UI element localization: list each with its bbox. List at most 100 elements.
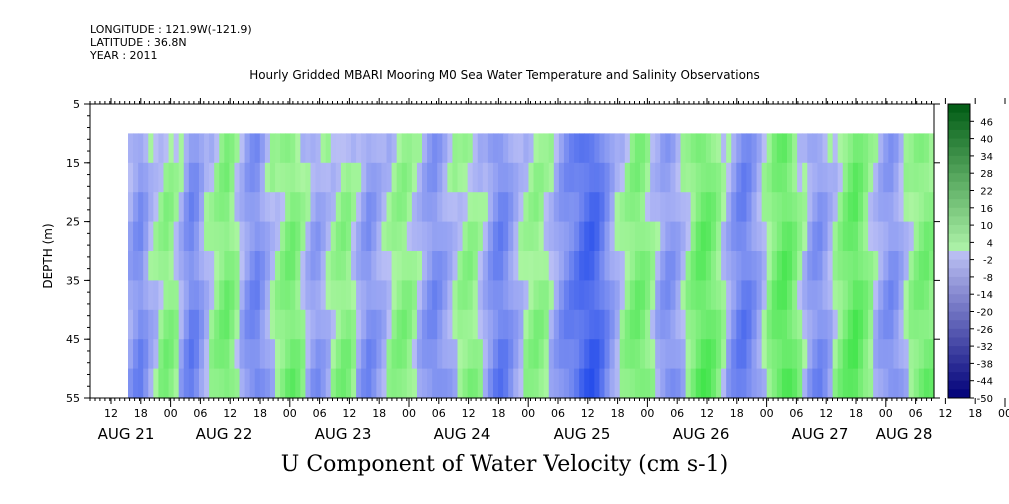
heatmap-cell: [432, 192, 438, 223]
heatmap-cell: [300, 192, 307, 223]
heatmap-cell: [751, 309, 758, 340]
heatmap-cell: [903, 133, 910, 164]
heatmap-cell: [219, 368, 225, 399]
heatmap-cell: [685, 162, 692, 193]
heatmap-cell: [158, 339, 165, 370]
colorbar-swatch: [948, 294, 970, 304]
heatmap-cell: [847, 251, 854, 281]
heatmap-cell: [629, 368, 636, 399]
heatmap-cell: [239, 368, 246, 399]
heatmap-cell: [873, 280, 879, 311]
heatmap-cell: [158, 368, 165, 399]
heatmap-cell: [852, 280, 859, 311]
heatmap-cell: [437, 309, 443, 340]
heatmap-cell: [807, 280, 813, 311]
heatmap-cell: [751, 133, 758, 164]
heatmap-cell: [254, 280, 261, 311]
heatmap-cell: [280, 251, 286, 281]
heatmap-cell: [690, 309, 697, 340]
heatmap-cell: [133, 309, 139, 340]
colorbar-swatch: [948, 268, 970, 278]
heatmap-cell: [786, 280, 793, 311]
heatmap-cell: [776, 251, 783, 281]
colorbar-swatch: [948, 199, 970, 209]
heatmap-cell: [133, 368, 139, 399]
heatmap-cell: [827, 221, 834, 252]
heatmap-cell: [457, 162, 464, 193]
heatmap-cell: [685, 133, 692, 164]
heatmap-cell: [832, 133, 839, 164]
heatmap-cell: [249, 368, 256, 399]
heatmap-cell: [675, 368, 682, 399]
heatmap-cell: [908, 309, 915, 340]
heatmap-cell: [264, 339, 271, 370]
heatmap-cell: [280, 162, 286, 193]
heatmap-cell: [330, 251, 337, 281]
heatmap-cell: [361, 221, 367, 252]
heatmap-cell: [452, 251, 459, 281]
heatmap-cell: [513, 280, 519, 311]
heatmap-cell: [842, 251, 849, 281]
heatmap-cell: [320, 339, 327, 370]
heatmap-cell: [579, 339, 585, 370]
heatmap-cell: [903, 339, 910, 370]
heatmap-cell: [482, 192, 489, 223]
heatmap-cell: [776, 192, 783, 223]
heatmap-cell: [396, 368, 403, 399]
heatmap-cell: [655, 162, 661, 193]
heatmap-cell: [310, 162, 317, 193]
heatmap-cell: [538, 309, 545, 340]
heatmap-cell: [275, 221, 281, 252]
heatmap-cell: [569, 280, 575, 311]
heatmap-cell: [183, 221, 190, 252]
heatmap-cell: [178, 339, 185, 370]
heatmap-cell: [310, 339, 317, 370]
heatmap-cell: [634, 339, 641, 370]
heatmap-cell: [695, 339, 702, 370]
heatmap-cell: [310, 221, 317, 252]
heatmap-cell: [746, 368, 753, 399]
heatmap-cell: [898, 368, 905, 399]
heatmap-cell: [269, 309, 276, 340]
heatmap-cell: [386, 280, 393, 311]
heatmap-cell: [604, 251, 611, 281]
heatmap-cell: [670, 192, 677, 223]
heatmap-cell: [503, 368, 509, 399]
x-hour-label: 00: [521, 407, 535, 420]
heatmap-cell: [498, 309, 504, 340]
heatmap-cell: [690, 133, 697, 164]
heatmap-cell: [863, 368, 869, 399]
heatmap-cell: [143, 251, 149, 281]
heatmap-cell: [447, 280, 454, 311]
heatmap-cell: [589, 280, 595, 311]
heatmap-cell: [264, 162, 271, 193]
heatmap-cell: [918, 221, 925, 252]
heatmap-cell: [609, 192, 616, 223]
heatmap-cell: [259, 368, 266, 399]
heatmap-cell: [411, 133, 418, 164]
heatmap-cell: [305, 368, 312, 399]
colorbar-swatch: [948, 225, 970, 235]
heatmap-cell: [158, 221, 165, 252]
heatmap-cell: [558, 133, 565, 164]
heatmap-cell: [477, 192, 484, 223]
heatmap-cell: [883, 280, 889, 311]
heatmap-cell: [224, 221, 230, 252]
heatmap-cell: [340, 133, 347, 164]
heatmap-cell: [214, 133, 220, 164]
heatmap-cell: [254, 368, 261, 399]
colorbar-swatch: [948, 233, 970, 243]
heatmap-cell: [275, 192, 281, 223]
heatmap-cell: [437, 280, 443, 311]
heatmap-cell: [442, 339, 448, 370]
heatmap-cell: [781, 192, 788, 223]
heatmap-cell: [508, 309, 514, 340]
heatmap-cell: [275, 368, 281, 399]
heatmap-cell: [792, 368, 798, 399]
heatmap-cell: [325, 221, 332, 252]
heatmap-cell: [558, 221, 565, 252]
heatmap-cell: [599, 368, 606, 399]
heatmap-cell: [665, 368, 671, 399]
heatmap-cell: [193, 368, 200, 399]
x-hour-label: 18: [253, 407, 267, 420]
